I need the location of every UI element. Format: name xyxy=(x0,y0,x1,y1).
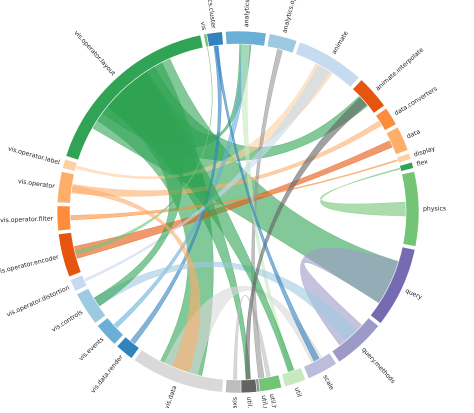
group-label: util.heap xyxy=(268,393,280,408)
group-arc[interactable] xyxy=(56,170,75,204)
group-arc[interactable] xyxy=(303,352,337,380)
group-label: util.math xyxy=(245,396,254,408)
group-arc[interactable] xyxy=(56,205,72,232)
group-label: vis.operator.label xyxy=(7,145,61,166)
group-label: vis.axis xyxy=(231,397,238,408)
group-arc[interactable] xyxy=(133,349,224,393)
group-label: flex xyxy=(416,158,429,168)
group-arc[interactable] xyxy=(401,170,420,247)
group-label: util.palette xyxy=(260,395,272,408)
group-arc[interactable] xyxy=(62,158,78,172)
group-label: animate xyxy=(331,30,350,56)
group-label: vis.events xyxy=(78,336,106,363)
group-label: physics xyxy=(423,205,446,212)
group-label: vis xyxy=(199,21,207,31)
group-label: util xyxy=(293,386,303,398)
group-label: vis.operator.layout xyxy=(73,29,117,77)
group-label: vis.operator.encoder xyxy=(0,254,60,276)
group-arc[interactable] xyxy=(76,287,107,324)
group-arc[interactable] xyxy=(203,33,210,48)
group-arc[interactable] xyxy=(399,161,414,172)
chords-layer xyxy=(69,43,407,381)
group-label: animate.interpolate xyxy=(375,46,426,92)
group-label: analytics.graph xyxy=(243,0,252,27)
group-arc[interactable] xyxy=(69,274,88,292)
group-arc[interactable] xyxy=(375,107,397,131)
group-arcs-layer xyxy=(56,30,420,394)
group-label: analytics.optimization xyxy=(281,0,305,34)
group-label: vis.operator.filter xyxy=(0,215,54,224)
group-label: display xyxy=(413,145,436,159)
group-label: data.converters xyxy=(393,85,438,117)
group-label: vis.data.render xyxy=(90,354,125,395)
group-label: vis.data xyxy=(164,385,179,408)
group-label: scale xyxy=(321,374,335,392)
group-arc[interactable] xyxy=(396,152,412,164)
group-arc[interactable] xyxy=(281,367,307,388)
group-arc[interactable] xyxy=(385,126,409,155)
group-label: vis.operator xyxy=(17,178,55,190)
group-arc[interactable] xyxy=(258,374,283,392)
group-arc[interactable] xyxy=(225,30,267,47)
group-label: data xyxy=(406,128,422,140)
group-arc[interactable] xyxy=(369,246,416,324)
group-arc[interactable] xyxy=(58,232,82,278)
group-arc[interactable] xyxy=(331,317,380,363)
group-arc[interactable] xyxy=(116,336,140,359)
group-arc[interactable] xyxy=(352,79,385,114)
group-arc[interactable] xyxy=(206,31,224,47)
group-arc[interactable] xyxy=(266,33,298,54)
group-arc[interactable] xyxy=(295,41,360,88)
chord-ribbon[interactable] xyxy=(320,167,407,217)
group-arc[interactable] xyxy=(240,378,258,394)
group-label: query xyxy=(404,287,423,301)
group-arc[interactable] xyxy=(96,317,124,345)
group-label: vis.controls xyxy=(51,309,84,334)
group-arc[interactable] xyxy=(65,34,204,161)
group-label: vis.operator.distortion xyxy=(6,284,71,318)
group-label: query.methods xyxy=(360,346,396,385)
